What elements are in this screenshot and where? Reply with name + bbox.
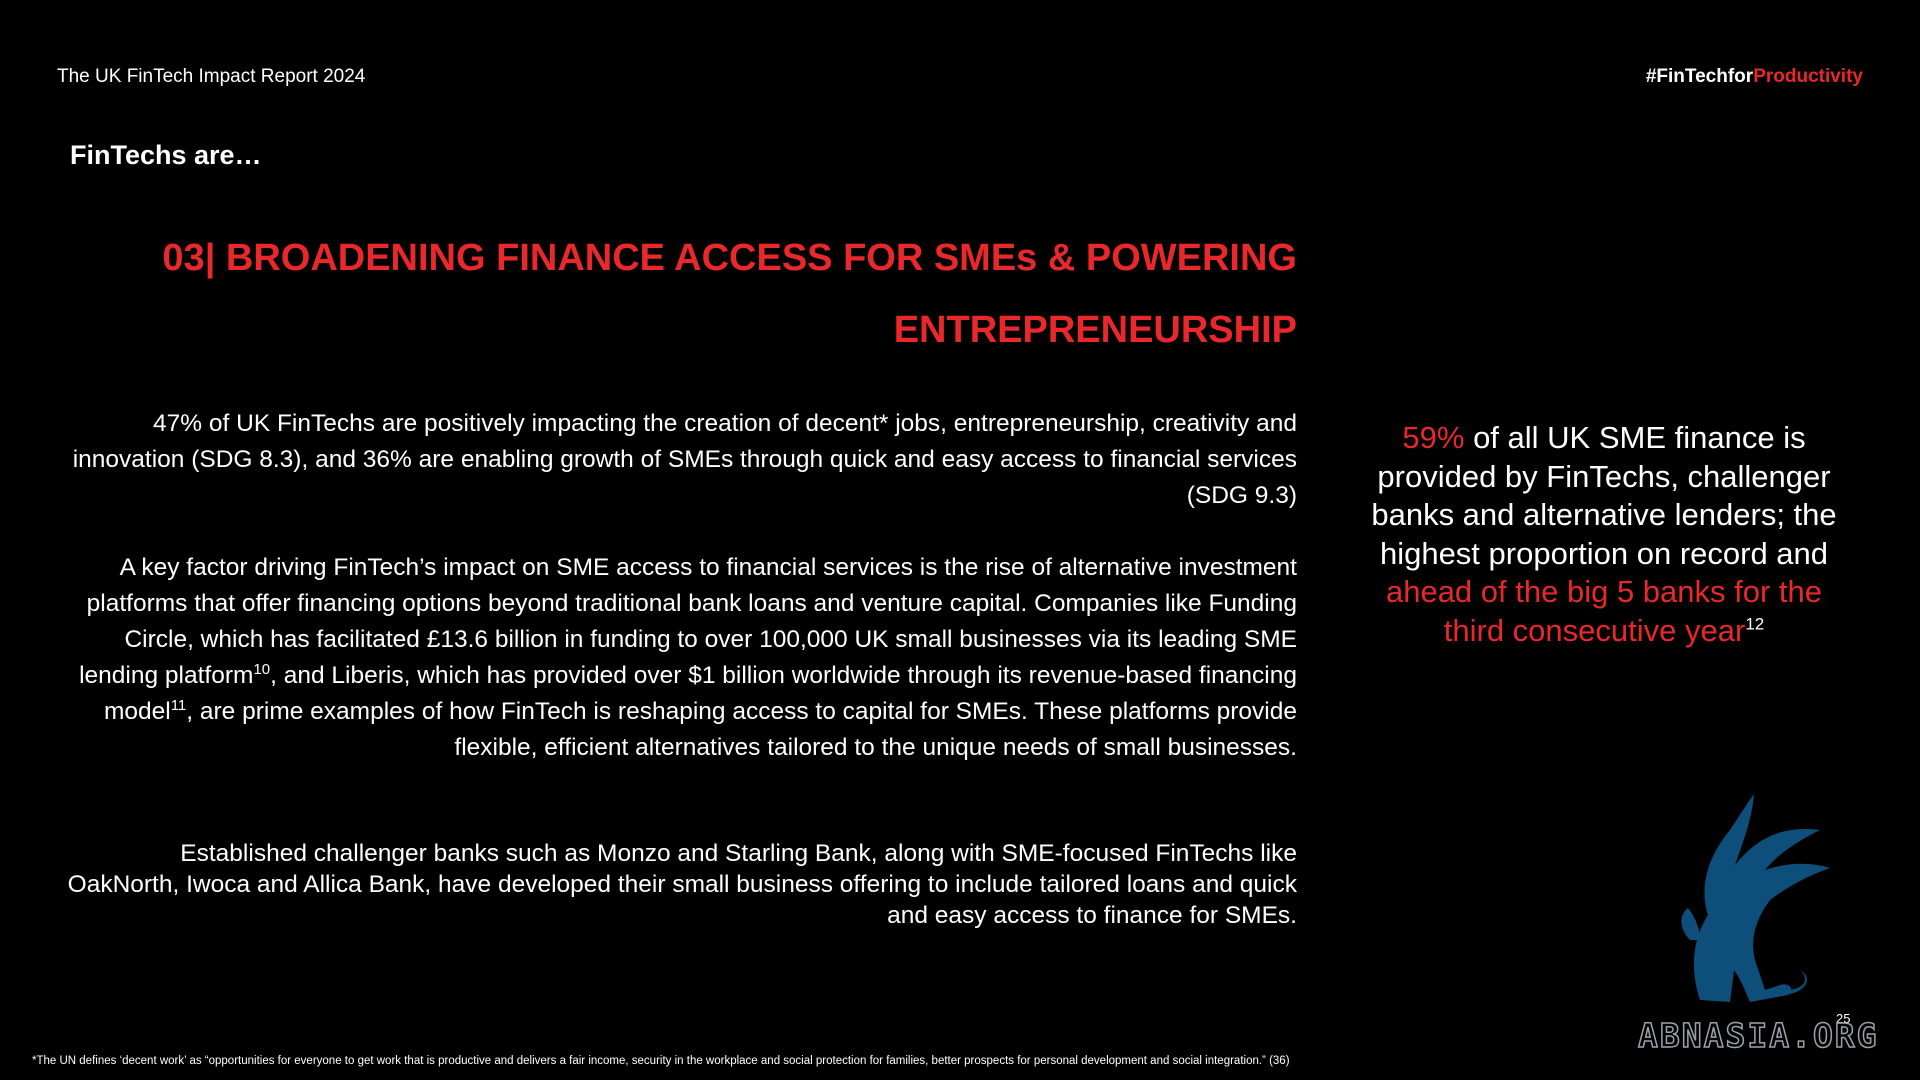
- footnote-ref-10: 10: [253, 660, 271, 678]
- footnote: *The UN defines ‘decent work’ as “opport…: [32, 1055, 1290, 1067]
- hashtag-prefix: #FinTechfor: [1645, 66, 1754, 87]
- heading-line-2: ENTREPRENEURSHIP: [893, 309, 1297, 351]
- paragraph-impact: 47% of UK FinTechs are positively impact…: [72, 410, 1297, 509]
- paragraph-2-part-c: , are prime examples of how FinTech is r…: [186, 698, 1297, 761]
- callout-text: of all UK SME finance is provided by Fin…: [1371, 420, 1837, 571]
- page-number: 25: [1836, 1011, 1851, 1026]
- section-label: FinTechs are…: [70, 140, 262, 170]
- paragraph-challenger-banks: Established challenger banks such as Mon…: [67, 840, 1297, 929]
- paragraph-alternative-platforms: A key factor driving FinTech’s impact on…: [67, 550, 1297, 766]
- griffin-logo: [1681, 794, 1830, 1002]
- stat-callout: 59% of all UK SME finance is provided by…: [1364, 419, 1844, 650]
- callout-highlight: ahead of the big 5 banks for the third c…: [1385, 574, 1823, 648]
- footnote-ref-12: 12: [1745, 614, 1765, 634]
- heading-line-1: 03| BROADENING FINANCE ACCESS FOR SMEs &…: [162, 237, 1297, 279]
- report-title: The UK FinTech Impact Report 2024: [57, 66, 366, 87]
- callout-stat: 59%: [1402, 420, 1465, 455]
- section-heading: 03| BROADENING FINANCE ACCESS FOR SMEs &…: [67, 222, 1297, 366]
- hashtag: #FinTechforProductivity: [1646, 66, 1863, 88]
- paragraph-2-part-b: , and Liberis, which has provided over $…: [103, 662, 1297, 725]
- watermark: ABNASIA.ORG: [1637, 1015, 1879, 1056]
- paragraph-2-part-a: A key factor driving FinTech’s impact on…: [79, 554, 1297, 689]
- hashtag-highlight: Productivity: [1753, 66, 1863, 87]
- footnote-ref-11: 11: [170, 696, 187, 714]
